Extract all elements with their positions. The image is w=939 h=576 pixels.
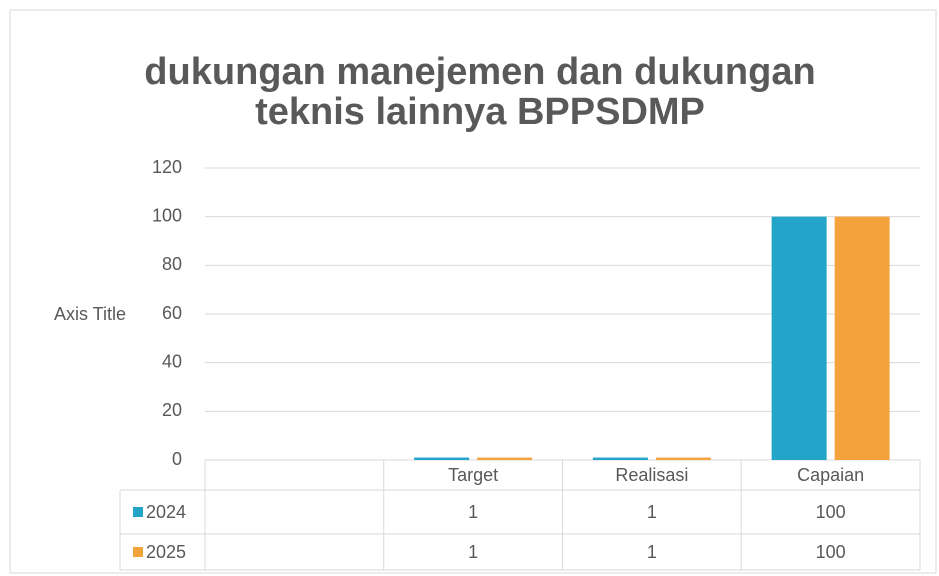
table-value: 100 [816,502,846,522]
y-tick-label: 100 [152,205,182,225]
legend-label: 2024 [146,502,186,522]
y-tick-label: 120 [152,157,182,177]
y-tick-label: 80 [162,254,182,274]
table-value: 1 [647,542,657,562]
bar [414,457,470,460]
x-tick-label: Target [448,465,498,485]
table-value: 100 [816,542,846,562]
bar [592,457,648,460]
table-value: 1 [468,502,478,522]
bar [834,216,890,460]
x-tick-label: Realisasi [615,465,688,485]
bar [655,457,711,460]
legend-label: 2025 [146,542,186,562]
x-tick-label: Capaian [797,465,864,485]
table-value: 1 [468,542,478,562]
chart-title: dukungan manejemen dan dukungan [144,51,815,93]
legend-swatch [133,547,143,557]
y-tick-label: 20 [162,400,182,420]
legend-swatch [133,507,143,517]
bar [771,216,827,460]
chart-title: teknis lainnya BPPSDMP [255,91,705,133]
bar [477,457,533,460]
y-tick-label: 0 [172,449,182,469]
y-tick-label: 40 [162,351,182,371]
y-axis-title: Axis Title [54,304,126,324]
table-value: 1 [647,502,657,522]
y-tick-label: 60 [162,303,182,323]
